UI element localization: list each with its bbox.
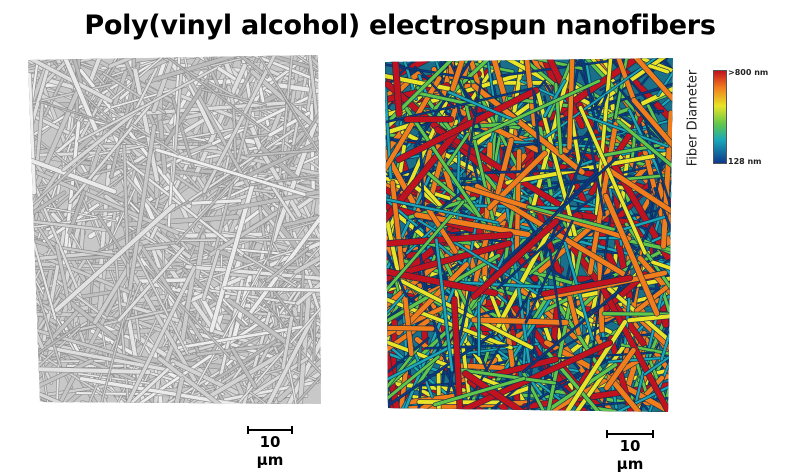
colorbar-min-label: 128 nm: [728, 157, 762, 166]
diameter-colored-fiber-rendering: [298, 0, 749, 458]
right-scale-bar: 10 µm: [606, 430, 654, 456]
grayscale-fiber-rendering: [0, 0, 407, 458]
nanofiber-renderings: [0, 0, 800, 458]
left-scale-bar-label: 10 µm: [247, 433, 293, 469]
fiber-diameter-colorbar: [713, 70, 727, 164]
right-scale-bar-label: 10 µm: [606, 437, 654, 473]
colorbar-title: Fiber Diameter: [686, 70, 701, 167]
colorbar-max-label: >800 nm: [728, 68, 768, 77]
left-scale-bar: 10 µm: [247, 426, 293, 452]
